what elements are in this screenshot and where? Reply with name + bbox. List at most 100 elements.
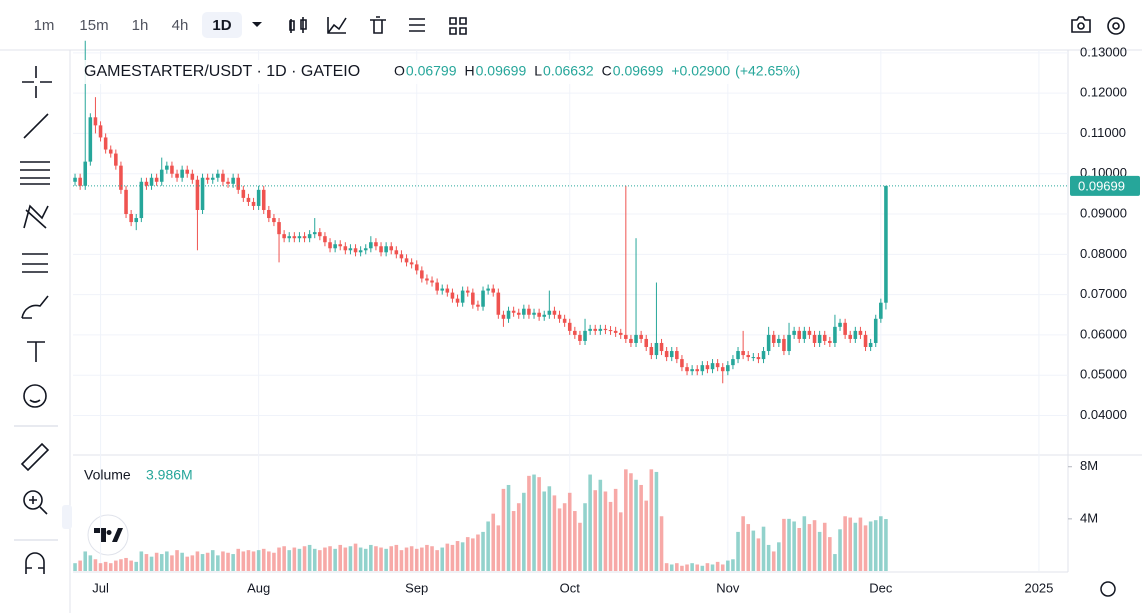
candle-body xyxy=(134,218,139,223)
candle-body xyxy=(476,304,480,307)
volume-bar xyxy=(144,554,149,571)
volume-bar xyxy=(624,469,628,571)
candle-body xyxy=(731,359,735,366)
candle-body xyxy=(771,334,776,343)
x-tick-label: Nov xyxy=(716,580,740,595)
volume-bar xyxy=(598,479,603,571)
camera-icon[interactable] xyxy=(1071,16,1091,33)
candle-body xyxy=(608,330,613,332)
candle-body xyxy=(746,355,751,358)
volume-bar xyxy=(175,550,179,571)
ohlc-letter: C xyxy=(602,63,612,79)
candle-body xyxy=(527,308,531,315)
volume-bar xyxy=(272,552,276,571)
volume-bar xyxy=(455,541,460,571)
magnet-tool[interactable] xyxy=(25,552,45,574)
candle-body xyxy=(868,342,873,347)
volume-bar xyxy=(180,552,184,571)
forecast-tool[interactable] xyxy=(22,253,48,273)
volume-bar xyxy=(430,546,434,571)
candle-body xyxy=(88,117,93,162)
layout-icon[interactable] xyxy=(409,18,425,32)
candle-body xyxy=(822,334,827,341)
candle-body xyxy=(216,173,220,178)
fib-tool[interactable] xyxy=(20,161,50,185)
symbol-title: GAMESTARTER/USDT · 1D · GATEIO xyxy=(84,63,360,80)
candle-body xyxy=(471,292,475,305)
settings-icon[interactable] xyxy=(1107,17,1125,35)
crosshair-tool[interactable] xyxy=(22,66,52,98)
volume-bar xyxy=(379,547,383,571)
candle-body xyxy=(532,312,536,315)
candle-body xyxy=(318,232,322,237)
candle-body xyxy=(649,347,654,356)
volume-bar xyxy=(766,544,771,571)
candle-body xyxy=(853,330,858,339)
time-settings[interactable] xyxy=(1100,581,1116,597)
volume-bar xyxy=(440,547,445,571)
candle-body xyxy=(486,288,490,291)
trash-icon[interactable] xyxy=(370,16,386,34)
emoji-mouth xyxy=(29,399,41,403)
candle-body xyxy=(139,181,144,219)
indicators-icon[interactable] xyxy=(327,17,347,34)
volume-bar xyxy=(680,565,684,571)
candle-body xyxy=(802,330,807,339)
candle-body xyxy=(501,314,506,319)
text-tool[interactable] xyxy=(27,341,45,362)
volume-bar xyxy=(154,552,159,571)
interval-button[interactable]: 1m xyxy=(34,17,55,34)
volume-bar xyxy=(129,560,133,571)
volume-bar xyxy=(338,544,343,571)
volume-bar xyxy=(542,491,547,571)
volume-value: 3.986M xyxy=(146,467,193,483)
interval-button[interactable]: 4h xyxy=(172,17,189,34)
volume-bar xyxy=(353,543,358,571)
candles-icon[interactable] xyxy=(289,17,307,33)
zoom-tool[interactable] xyxy=(23,490,43,510)
volume-bar xyxy=(700,565,705,571)
candle-body xyxy=(542,314,547,317)
ohlc-value: 0.09699 xyxy=(613,63,664,79)
candle-body xyxy=(277,222,281,235)
volume-bar xyxy=(690,563,694,571)
candle-body xyxy=(149,177,154,186)
volume-bar xyxy=(78,560,82,571)
ohlc-value: 0.09699 xyxy=(476,63,527,79)
templates-icon[interactable] xyxy=(449,17,467,35)
volume-bar xyxy=(511,511,516,571)
brush-tool[interactable] xyxy=(21,295,49,319)
volume-bar xyxy=(557,508,562,571)
ruler-tool[interactable] xyxy=(20,442,50,472)
y-tick-label: 0.06000 xyxy=(1080,326,1127,341)
candle-body xyxy=(715,363,720,368)
emoji-tool[interactable] xyxy=(23,384,47,408)
candle-body xyxy=(170,165,174,174)
volume-bar xyxy=(537,477,541,571)
interval-button[interactable]: 1h xyxy=(132,17,149,34)
volume-bar xyxy=(578,522,582,571)
candle-body xyxy=(522,308,526,315)
volume-bar xyxy=(200,554,205,571)
volume-bar xyxy=(195,551,200,571)
candle-body xyxy=(144,181,149,186)
change-percent: (+42.65%) xyxy=(735,63,800,79)
interval-button[interactable]: 1D xyxy=(212,17,231,34)
ohlc-value: 0.06632 xyxy=(543,63,594,79)
volume-bar xyxy=(817,531,822,571)
candle-body xyxy=(567,322,572,331)
interval-button[interactable]: 15m xyxy=(79,17,108,34)
trendline-tool[interactable] xyxy=(23,113,49,139)
volume-bar xyxy=(634,479,638,571)
sidebar-toggle[interactable] xyxy=(62,505,72,529)
volume-bar xyxy=(114,560,118,571)
interval-dropdown[interactable] xyxy=(252,22,262,27)
candle-body xyxy=(114,153,118,166)
candle-body xyxy=(465,290,470,293)
pattern-tool[interactable] xyxy=(23,204,49,229)
ohlc-letter: O xyxy=(394,63,405,79)
volume-bar xyxy=(833,554,837,571)
y-tick-label: 0.07000 xyxy=(1080,286,1127,301)
volume-bar xyxy=(649,469,654,571)
y-tick-label: 0.05000 xyxy=(1080,367,1127,382)
